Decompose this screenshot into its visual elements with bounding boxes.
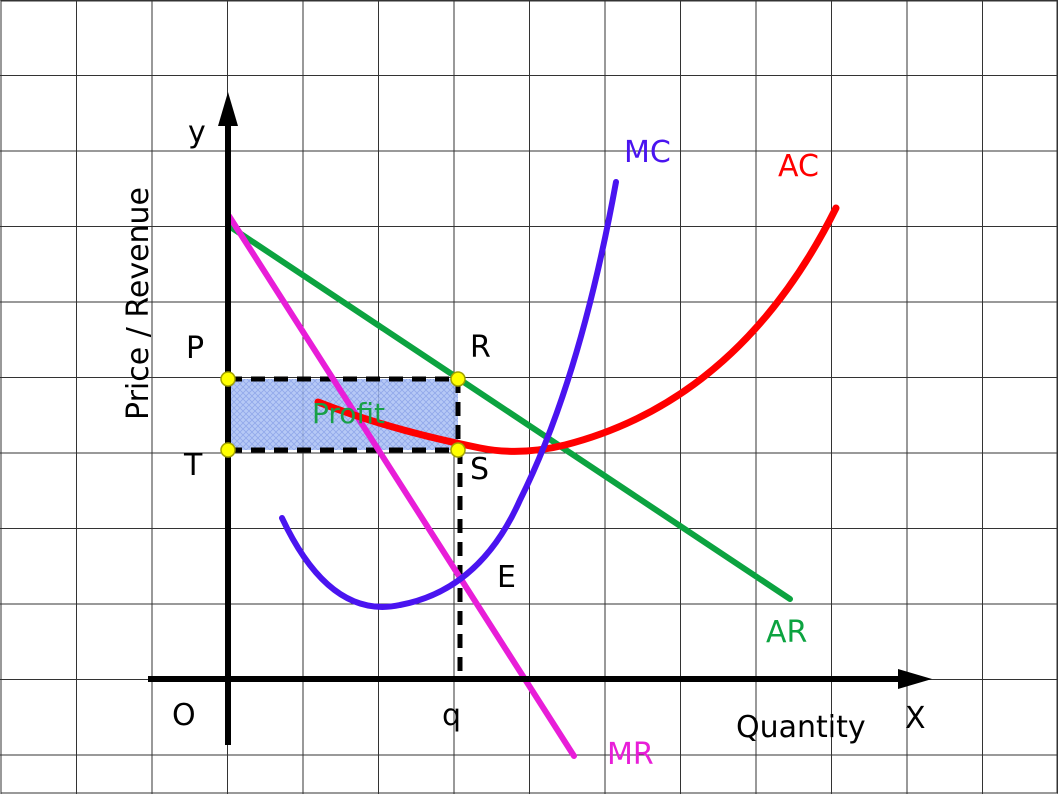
profit-label: Profit bbox=[312, 397, 385, 430]
ar-curve bbox=[229, 225, 793, 602]
x-axis-title: Quantity bbox=[736, 710, 866, 745]
point-t-label: T bbox=[183, 448, 203, 483]
mc-label: MC bbox=[624, 135, 671, 170]
mc-curve bbox=[279, 179, 619, 610]
point-p bbox=[220, 371, 236, 387]
y-axis-arrow-icon bbox=[218, 92, 238, 126]
mr-curve bbox=[226, 213, 577, 759]
point-p-label: P bbox=[186, 331, 204, 366]
labels: y X O Price / Revenue Quantity MC AC AR … bbox=[121, 115, 926, 772]
origin-label: O bbox=[172, 698, 196, 733]
ar-label: AR bbox=[766, 615, 807, 650]
x-axis-arrow-icon bbox=[898, 669, 932, 689]
profit-rectangle-border bbox=[228, 376, 463, 681]
x-symbol-label: X bbox=[905, 701, 926, 736]
point-r bbox=[450, 371, 466, 387]
y-axis-title: Price / Revenue bbox=[121, 187, 156, 420]
ac-curve bbox=[314, 204, 840, 455]
point-s bbox=[450, 442, 466, 458]
mr-label: MR bbox=[607, 737, 654, 772]
axes bbox=[148, 92, 932, 745]
point-s-label: S bbox=[470, 452, 489, 487]
points bbox=[220, 371, 466, 458]
ac-label: AC bbox=[778, 149, 819, 184]
point-r-label: R bbox=[470, 330, 491, 365]
quantity-q-label: q bbox=[442, 698, 461, 733]
y-symbol-label: y bbox=[188, 115, 206, 150]
point-e-label: E bbox=[497, 560, 516, 595]
point-t bbox=[220, 442, 236, 458]
